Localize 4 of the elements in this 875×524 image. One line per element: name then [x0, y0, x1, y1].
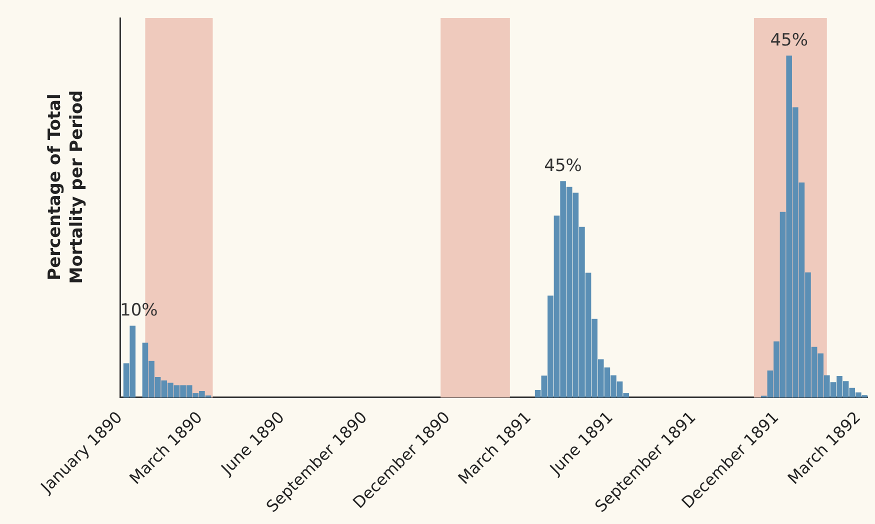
- y-axis-title: Percentage of Total Mortality per Period: [44, 89, 88, 286]
- annotation: 45%: [770, 30, 808, 51]
- annotation: 45%: [544, 156, 582, 176]
- annotation: 10%: [120, 300, 158, 321]
